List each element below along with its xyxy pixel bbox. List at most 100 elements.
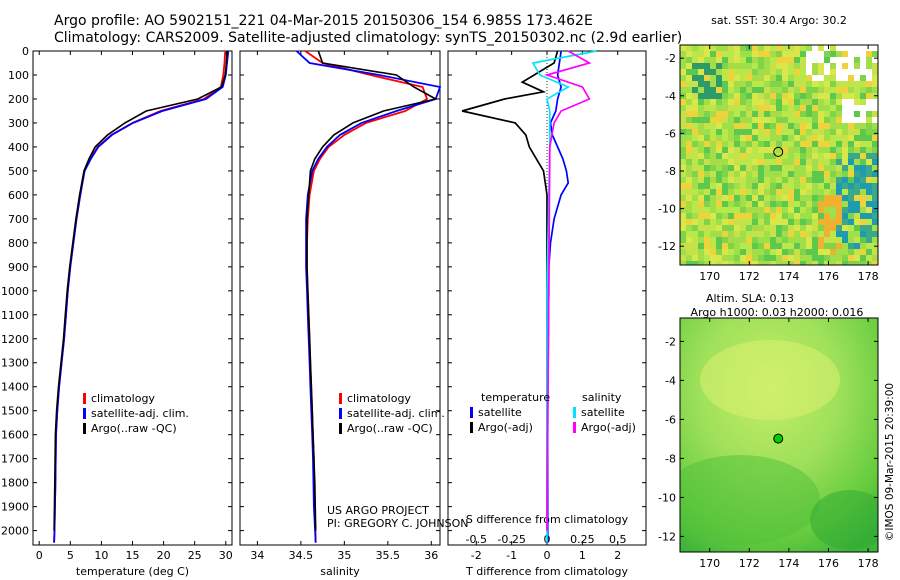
sst-cell [692,231,698,237]
sst-cell [776,129,782,135]
sst-cell [800,63,806,69]
sst-cell [782,207,788,213]
sst-cell [680,177,686,183]
series-line [295,50,442,543]
sst-cell [758,87,764,93]
sst-cell [716,147,722,153]
sst-cell [830,135,836,141]
sst-cell [794,189,800,195]
sst-cell [716,81,722,87]
sst-cell [806,189,812,195]
sst-cell [794,219,800,225]
sst-cell [872,237,878,243]
sst-cell [734,177,740,183]
x-tick-label: 35 [337,549,351,562]
sst-cell [692,201,698,207]
sst-cell [866,99,872,105]
sst-cell [848,87,854,93]
sst-cell [782,165,788,171]
sst-cell [680,51,686,57]
sst-cell [698,249,704,255]
depth-tick-label: 200 [8,93,29,106]
sst-cell [836,45,842,51]
temperature-panel: 0100200300400500600700800900100011001200… [1,45,233,578]
sst-cell [758,183,764,189]
sst-cell [812,225,818,231]
sst-cell [686,165,692,171]
sst-cell [752,255,758,261]
sst-cell [824,105,830,111]
sst-cell [716,171,722,177]
sst-cell [758,195,764,201]
sst-cell [680,165,686,171]
sst-cell [812,189,818,195]
sst-cell [812,153,818,159]
series-line [531,50,597,543]
sst-cell [794,201,800,207]
sst-cell [806,195,812,201]
sst-cell [782,105,788,111]
sst-cell [782,87,788,93]
sst-cell [836,177,842,183]
sst-cell [824,249,830,255]
sst-cell [746,189,752,195]
sst-cell [866,255,872,261]
sst-cell [710,201,716,207]
sst-cell [704,207,710,213]
sst-cell [788,159,794,165]
sst-cell [848,93,854,99]
sst-cell [824,177,830,183]
sst-cell [818,69,824,75]
sst-cell [776,207,782,213]
sst-cell [806,93,812,99]
sst-cell [788,213,794,219]
sst-cell [812,75,818,81]
sst-cell [764,63,770,69]
sst-cell [830,123,836,129]
sst-cell [770,171,776,177]
sst-cell [788,249,794,255]
x-axis-label: salinity [320,565,360,578]
sst-cell [872,129,878,135]
sst-cell [806,219,812,225]
sst-cell [842,189,848,195]
sst-cell [806,135,812,141]
sst-cell [800,213,806,219]
sst-cell [776,165,782,171]
sst-cell [710,135,716,141]
sst-cell [842,129,848,135]
sst-cell [752,63,758,69]
sst-cell [806,87,812,93]
sst-cell [710,123,716,129]
sst-cell [746,123,752,129]
sst-cell [848,57,854,63]
sst-cell [836,213,842,219]
sst-cell [842,195,848,201]
sst-cell [710,219,716,225]
sst-cell [866,225,872,231]
x-tick-label: 15 [126,549,140,562]
sst-cell [740,165,746,171]
sst-cell [854,219,860,225]
legend-label: climatology [347,392,411,405]
sst-cell [800,45,806,51]
sst-cell [794,177,800,183]
sst-cell [776,51,782,57]
sst-cell [836,231,842,237]
sst-cell [698,141,704,147]
sst-cell [692,153,698,159]
map-lon-label: 172 [739,270,760,283]
map-lon-label: 178 [858,557,879,570]
sst-cell [830,183,836,189]
sst-cell [692,237,698,243]
sst-cell [860,135,866,141]
sst-cell [734,165,740,171]
sst-cell [686,153,692,159]
sst-cell [794,159,800,165]
depth-tick-label: 700 [8,213,29,226]
sst-cell [716,213,722,219]
sst-cell [764,69,770,75]
sst-cell [860,243,866,249]
sst-cell [842,105,848,111]
sst-cell [830,249,836,255]
